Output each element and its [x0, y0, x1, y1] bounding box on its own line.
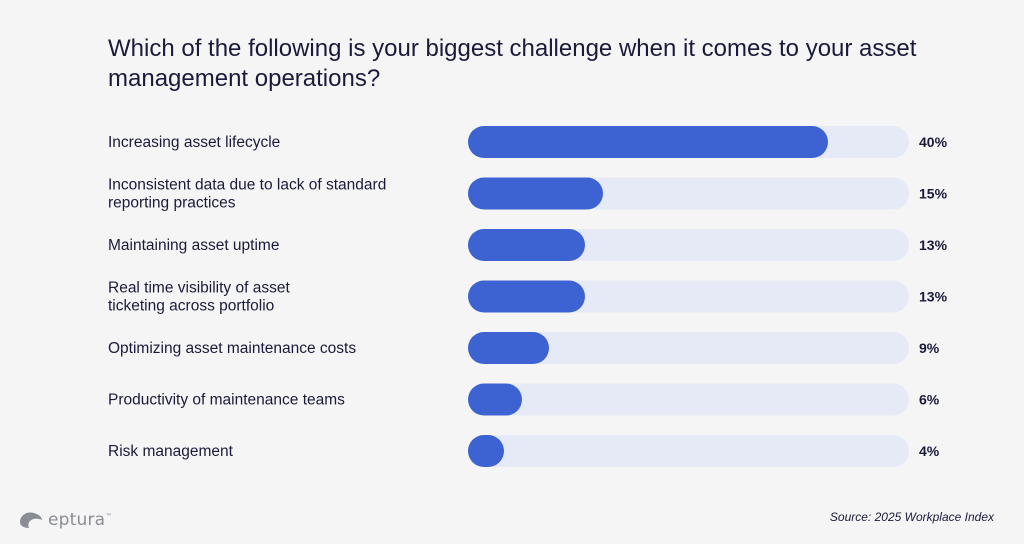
- bar-row: Real time visibility of asset ticketing a…: [108, 280, 948, 315]
- category-label: Maintaining asset uptime: [108, 237, 279, 254]
- brand-name: eptura™: [48, 510, 113, 530]
- bar: [468, 435, 504, 467]
- category-label: Real time visibility of asset ticketing a…: [108, 280, 290, 315]
- category-label: Inconsistent data due to lack of standar…: [108, 177, 386, 212]
- bar: [468, 126, 828, 158]
- bar-row: Risk management 4%: [108, 435, 940, 467]
- value-label: 6%: [919, 392, 940, 408]
- bar: [468, 280, 585, 313]
- category-label: Productivity of maintenance teams: [108, 392, 345, 409]
- bar-row: Productivity of maintenance teams 6%: [108, 383, 940, 416]
- value-label: 13%: [919, 289, 948, 305]
- bar-track: [468, 383, 909, 416]
- category-label: Risk management: [108, 443, 234, 460]
- source-note: Source: 2025 Workplace Index: [829, 510, 994, 524]
- bar-row: Optimizing asset maintenance costs 9%: [108, 332, 940, 364]
- value-label: 4%: [919, 443, 940, 459]
- bar: [468, 229, 585, 261]
- chart-title: Which of the following is your biggest c…: [108, 35, 917, 92]
- value-label: 15%: [919, 186, 948, 202]
- bar-track: [468, 435, 909, 467]
- brand-logo: eptura™: [18, 510, 113, 530]
- bar-track: [468, 332, 909, 364]
- bar: [468, 177, 603, 210]
- bar-row: Maintaining asset uptime 13%: [108, 229, 948, 261]
- value-label: 40%: [919, 134, 948, 150]
- eptura-leaf-icon: [20, 512, 42, 528]
- bar-row: Inconsistent data due to lack of standar…: [108, 177, 948, 212]
- bar: [468, 383, 522, 416]
- value-label: 9%: [919, 340, 940, 356]
- category-label: Increasing asset lifecycle: [108, 134, 280, 151]
- category-label: Optimizing asset maintenance costs: [108, 340, 356, 357]
- bar-row: Increasing asset lifecycle 40%: [108, 126, 948, 158]
- bar: [468, 332, 549, 364]
- value-label: 13%: [919, 237, 948, 253]
